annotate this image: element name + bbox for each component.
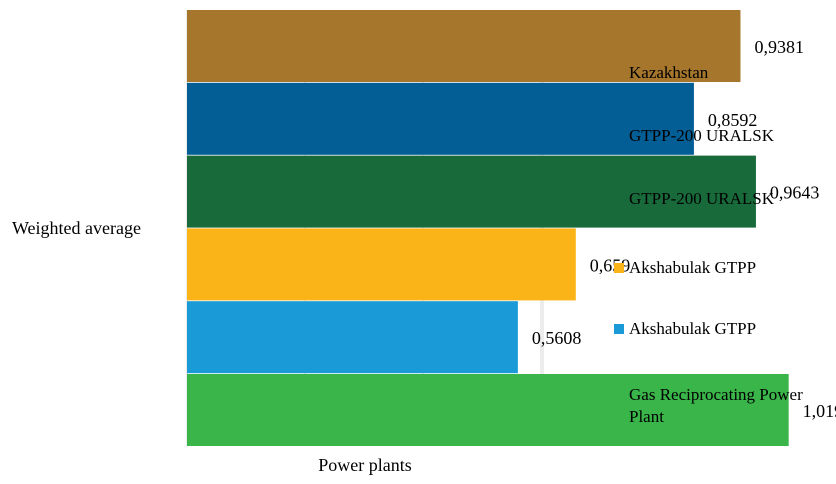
legend-label: Kazakhstan	[629, 63, 709, 82]
bar-4	[187, 228, 576, 301]
legend-swatch	[614, 194, 624, 204]
legend-item: Kazakhstan	[614, 62, 829, 84]
category-label: Weighted average	[12, 218, 141, 238]
legend-item: Gas Reciprocating Power Plant	[614, 384, 829, 428]
x-axis-title: Power plants	[318, 455, 412, 475]
data-label-1: 0,9381	[754, 37, 804, 57]
legend-swatch	[614, 68, 624, 78]
legend-label: GTPP-200 URALSK	[629, 126, 774, 145]
legend: Kazakhstan GTPP-200 URALSK GTPP-200 URALSK…	[614, 0, 836, 479]
legend-item: Akshabulak GTPP	[614, 318, 829, 340]
data-label-5: 0,5608	[532, 328, 582, 348]
legend-label: Gas Reciprocating Power Plant	[629, 385, 803, 426]
legend-item: Akshabulak GTPP	[614, 257, 829, 279]
legend-swatch	[614, 263, 624, 273]
legend-label: GTPP-200 URALSK	[629, 189, 774, 208]
legend-label: Akshabulak GTPP	[629, 319, 757, 338]
bar-2	[187, 82, 694, 155]
legend-swatch	[614, 390, 624, 400]
bar-6	[187, 374, 789, 446]
bar-5	[187, 301, 518, 374]
data-label-3: 0,9643	[770, 183, 820, 203]
data-label-2: 0,8592	[708, 110, 758, 130]
legend-item: GTPP-200 URALSK	[614, 188, 829, 210]
legend-item: GTPP-200 URALSK	[614, 125, 829, 147]
data-label-6: 1,0198	[803, 401, 836, 421]
legend-swatch	[614, 131, 624, 141]
legend-label: Akshabulak GTPP	[629, 258, 757, 277]
legend-swatch	[614, 324, 624, 334]
bar-3	[187, 155, 756, 228]
bar-1	[187, 10, 741, 82]
